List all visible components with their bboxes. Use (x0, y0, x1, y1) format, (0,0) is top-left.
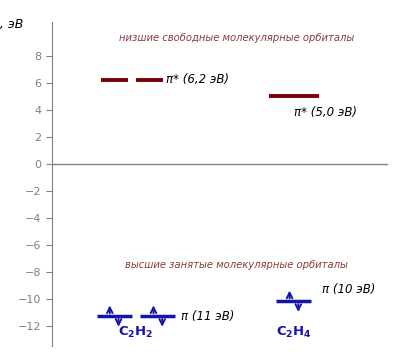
Text: π* (6,2 эВ): π* (6,2 эВ) (166, 74, 229, 86)
Text: $\mathbf{C_2H_2}$: $\mathbf{C_2H_2}$ (118, 325, 154, 340)
Text: низшие свободные молекулярные орбиталы: низшие свободные молекулярные орбиталы (119, 33, 354, 43)
Text: E, эВ: E, эВ (0, 18, 23, 31)
Text: $\mathbf{C_2H_4}$: $\mathbf{C_2H_4}$ (276, 325, 312, 340)
Text: π* (5,0 эВ): π* (5,0 эВ) (294, 106, 357, 119)
Text: π (11 эВ): π (11 эВ) (181, 310, 235, 323)
Text: высшие занятые молекулярные орбиталы: высшие занятые молекулярные орбиталы (125, 260, 348, 270)
Text: π (10 эВ): π (10 эВ) (322, 282, 376, 296)
